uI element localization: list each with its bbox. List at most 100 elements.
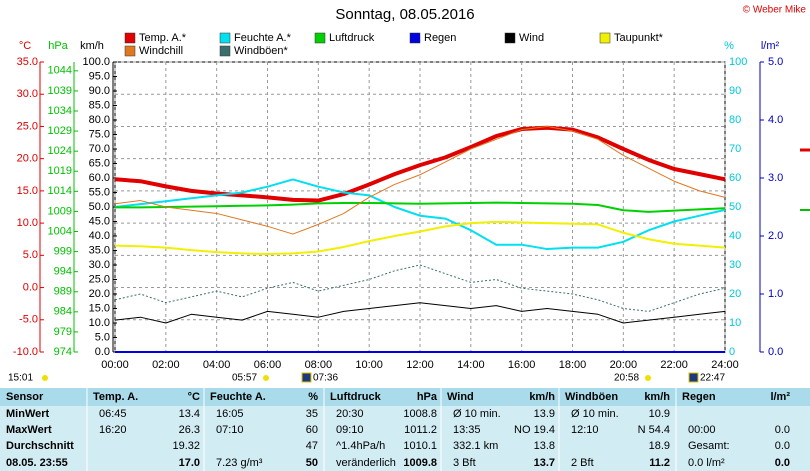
cell-value: N 54.4 bbox=[638, 424, 670, 436]
cell-text: 12:10 bbox=[571, 424, 599, 436]
cell-text: 16:20 bbox=[99, 424, 127, 436]
y-tick-label: 75.0 bbox=[89, 128, 110, 140]
y-tick-label: 984 bbox=[54, 306, 72, 318]
series-line bbox=[114, 125, 726, 235]
y-tick-label: 55.0 bbox=[89, 186, 110, 198]
table-header: Temp. A. bbox=[93, 391, 138, 403]
y-tick-label: 4.0 bbox=[768, 114, 783, 126]
y-tick-label: 80.0 bbox=[89, 114, 110, 126]
x-tick-label: 24:00 bbox=[711, 359, 739, 371]
series-line bbox=[114, 302, 726, 324]
y-tick-label: 5.0 bbox=[95, 331, 110, 343]
sun-moon-time: 22:47 bbox=[700, 373, 725, 384]
y-tick-label: 979 bbox=[54, 326, 72, 338]
axis-label: °C bbox=[19, 40, 31, 52]
y-tick-label: 35.0 bbox=[17, 56, 38, 68]
sun-moon-time: 07:36 bbox=[313, 373, 338, 384]
y-tick-label: 25.0 bbox=[17, 120, 38, 132]
legend-swatch bbox=[409, 32, 421, 44]
series-line bbox=[114, 125, 726, 203]
sun-icon bbox=[263, 375, 269, 381]
cell-value: 13.4 bbox=[179, 408, 200, 420]
sun-icon bbox=[42, 375, 48, 381]
y-tick-label: 10.0 bbox=[17, 217, 38, 229]
y-tick-label: 65.0 bbox=[89, 157, 110, 169]
y-tick-label: 30.0 bbox=[17, 88, 38, 100]
axis-label: l/m² bbox=[761, 40, 780, 52]
y-tick-label: 10 bbox=[729, 317, 741, 329]
table-header-unit: km/h bbox=[529, 391, 555, 403]
y-tick-label: 1004 bbox=[48, 225, 72, 237]
table-header: Windböen bbox=[565, 391, 618, 403]
cell-value: 18.9 bbox=[649, 440, 670, 452]
x-tick-label: 16:00 bbox=[508, 359, 536, 371]
x-tick-label: 22:00 bbox=[660, 359, 688, 371]
y-tick-label: 2.0 bbox=[768, 230, 783, 242]
cell-value: 19.32 bbox=[172, 440, 200, 452]
y-tick-label: 25.0 bbox=[89, 273, 110, 285]
cell-value: 11.2 bbox=[649, 457, 670, 469]
y-tick-label: 100 bbox=[729, 56, 747, 68]
cell-text: veränderlich bbox=[336, 457, 396, 469]
cell-text: 00:00 bbox=[688, 424, 716, 436]
y-tick-label: 85.0 bbox=[89, 99, 110, 111]
legend-swatch bbox=[124, 32, 136, 44]
table-header-unit: l/m² bbox=[770, 391, 790, 403]
x-tick-label: 08:00 bbox=[305, 359, 333, 371]
table-header-unit: km/h bbox=[644, 391, 670, 403]
legend-label: Luftdruck bbox=[329, 32, 375, 44]
y-tick-label: 100.0 bbox=[82, 56, 110, 68]
y-tick-label: 1039 bbox=[48, 85, 72, 97]
cell-text: 2 Bft bbox=[571, 457, 594, 469]
x-tick-label: 02:00 bbox=[152, 359, 180, 371]
cell-text: Ø 10 min. bbox=[453, 408, 501, 420]
y-tick-label: 20.0 bbox=[89, 288, 110, 300]
y-tick-label: 999 bbox=[54, 245, 72, 257]
moon-icon bbox=[688, 372, 699, 383]
cell-value: 13.9 bbox=[534, 408, 555, 420]
x-tick-label: 00:00 bbox=[101, 359, 129, 371]
y-tick-label: 70 bbox=[729, 143, 741, 155]
table-header: Feuchte A. bbox=[210, 391, 266, 403]
y-tick-label: 40 bbox=[729, 230, 741, 242]
y-tick-label: 15.0 bbox=[89, 302, 110, 314]
legend-swatch bbox=[314, 32, 326, 44]
x-tick-label: 20:00 bbox=[610, 359, 638, 371]
cell-text: 16:05 bbox=[216, 408, 244, 420]
row-label: 08.05. 23:55 bbox=[6, 457, 68, 469]
cell-value: 1008.8 bbox=[403, 408, 437, 420]
y-tick-label: 3.0 bbox=[768, 172, 783, 184]
y-tick-label: 20.0 bbox=[17, 153, 38, 165]
y-tick-label: 0.0 bbox=[768, 346, 783, 358]
cell-value: 35 bbox=[306, 408, 318, 420]
y-tick-label: 15.0 bbox=[17, 185, 38, 197]
legend-swatch bbox=[504, 32, 516, 44]
legend-swatch bbox=[219, 45, 231, 57]
sun-moon-time: 15:01 bbox=[8, 373, 33, 384]
y-tick-label: 1024 bbox=[48, 145, 72, 157]
legend-swatch bbox=[219, 32, 231, 44]
table-header-background bbox=[0, 388, 810, 406]
y-tick-label: 10.0 bbox=[89, 317, 110, 329]
y-tick-label: 1044 bbox=[48, 65, 72, 77]
y-tick-label: 90 bbox=[729, 85, 741, 97]
row-label: MinWert bbox=[6, 408, 50, 420]
y-tick-label: 1034 bbox=[48, 105, 72, 117]
y-tick-label: 5.0 bbox=[768, 56, 783, 68]
y-tick-label: 60 bbox=[729, 172, 741, 184]
y-tick-label: 40.0 bbox=[89, 230, 110, 242]
cell-value: 10.9 bbox=[649, 408, 670, 420]
series-line bbox=[115, 201, 726, 213]
y-tick-label: 35.0 bbox=[89, 244, 110, 256]
cell-text: ^1.4hPa/h bbox=[336, 440, 385, 452]
cell-text: Gesamt: bbox=[688, 440, 730, 452]
cell-value: 0.0 bbox=[775, 424, 790, 436]
y-tick-label: 0.0 bbox=[95, 346, 110, 358]
cell-text: 332.1 km bbox=[453, 440, 498, 452]
cell-value: 17.0 bbox=[179, 457, 200, 469]
moon-icon bbox=[301, 372, 312, 383]
legend-label: Feuchte A.* bbox=[234, 32, 292, 44]
x-tick-label: 10:00 bbox=[355, 359, 383, 371]
row-label: Durchschnitt bbox=[6, 440, 74, 452]
